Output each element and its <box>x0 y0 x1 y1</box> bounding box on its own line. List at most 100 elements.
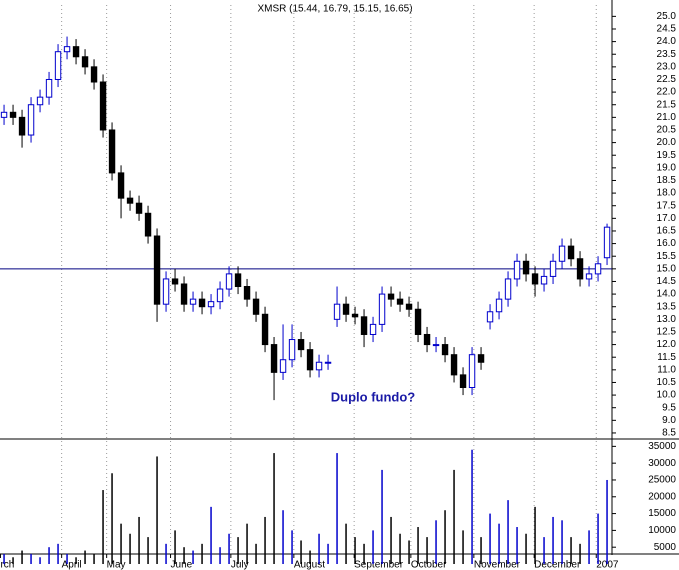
y-tick-label: 10.5 <box>657 377 677 388</box>
y-tick-label: 20.0 <box>657 137 677 148</box>
volume-tick-label: 5000 <box>654 542 677 553</box>
candle-body <box>585 273 593 280</box>
y-tick-label: 20.5 <box>657 125 677 136</box>
candle-body <box>207 301 215 308</box>
annotation: Duplo fundo? <box>331 389 416 404</box>
candle-body <box>18 116 26 136</box>
candle-body <box>414 308 422 335</box>
candle-body <box>63 46 71 53</box>
volume-tick-label: 25000 <box>648 475 676 486</box>
candle-body <box>306 349 314 371</box>
x-tick-label: May <box>107 560 126 570</box>
y-tick-label: 22.5 <box>657 74 677 85</box>
y-tick-label: 17.0 <box>657 213 677 224</box>
candle-body <box>486 311 494 323</box>
candle-body <box>423 333 431 346</box>
candle-body <box>369 323 377 335</box>
candle-body <box>378 293 386 325</box>
y-tick-label: 15.5 <box>657 251 677 262</box>
y-tick-label: 14.5 <box>657 276 677 287</box>
chart-title: XMSR (15.44, 16.79, 15.15, 16.65) <box>257 4 412 15</box>
volume-tick-label: 15000 <box>648 508 676 519</box>
candle-body <box>99 81 107 131</box>
candle-body <box>387 293 395 300</box>
candle-body <box>0 111 8 118</box>
candle-body <box>243 286 251 300</box>
x-tick-label: 2007 <box>596 560 619 570</box>
y-tick-label: 10.0 <box>657 390 677 401</box>
candle-body <box>225 273 233 290</box>
x-tick-label: September <box>354 560 404 570</box>
y-tick-label: 16.5 <box>657 226 677 237</box>
x-tick-label: August <box>294 560 325 570</box>
candle-body <box>342 303 350 315</box>
candle-body <box>9 111 17 118</box>
candle-body <box>171 278 179 285</box>
candle-body <box>405 303 413 310</box>
y-tick-label: 13.0 <box>657 314 677 325</box>
candle-body <box>36 96 44 106</box>
candle-body <box>513 260 521 280</box>
candle-body <box>360 316 368 335</box>
y-tick-label: 13.5 <box>657 301 677 312</box>
candle-body <box>288 339 296 361</box>
candle-body <box>162 278 170 305</box>
candle-body <box>459 374 467 389</box>
candle-body <box>450 354 458 376</box>
candle-body <box>558 245 566 262</box>
candle-body <box>504 278 512 300</box>
candle-body <box>54 51 62 80</box>
candle-body <box>495 298 503 313</box>
candle-body <box>108 129 116 174</box>
volume-tick-label: 35000 <box>648 441 676 452</box>
volume-tick-label: 20000 <box>648 491 676 502</box>
candle-body <box>396 298 404 305</box>
x-tick-label: rch <box>0 560 14 570</box>
y-tick-label: 14.0 <box>657 289 677 300</box>
candle-body <box>540 275 548 285</box>
y-tick-label: 24.5 <box>657 24 677 35</box>
y-tick-label: 25.0 <box>657 11 677 22</box>
candle-body <box>261 313 269 346</box>
y-tick-label: 24.0 <box>657 36 677 47</box>
candle-body <box>549 260 557 277</box>
candle-body <box>252 298 260 315</box>
candle-body <box>279 359 287 373</box>
candle-body <box>594 263 602 275</box>
candle-body <box>297 339 305 351</box>
candle-body <box>270 344 278 373</box>
x-tick-label: November <box>474 560 521 570</box>
y-tick-label: 18.0 <box>657 188 677 199</box>
candle-body <box>567 245 575 260</box>
candle-body <box>117 172 125 199</box>
y-tick-label: 12.5 <box>657 327 677 338</box>
candle-body <box>153 235 161 305</box>
candle-body <box>90 66 98 83</box>
candle-body <box>144 212 152 237</box>
y-tick-label: 23.5 <box>657 49 677 60</box>
candle-body <box>180 283 188 305</box>
x-tick-label: December <box>534 560 581 570</box>
y-tick-label: 19.0 <box>657 162 677 173</box>
candle-body <box>198 298 206 308</box>
candle-body <box>315 361 323 371</box>
y-tick-label: 22.0 <box>657 87 677 98</box>
candle-body <box>351 313 359 318</box>
candle-body <box>189 298 197 305</box>
volume-tick-label: 10000 <box>648 525 676 536</box>
y-tick-label: 11.5 <box>657 352 676 363</box>
candle-body <box>81 56 89 68</box>
candle-body <box>234 273 242 288</box>
volume-tick-label: 30000 <box>648 458 676 469</box>
candle-body <box>531 273 539 285</box>
candle-body <box>441 344 449 356</box>
y-tick-label: 21.0 <box>657 112 677 123</box>
y-tick-label: 15.0 <box>657 263 677 274</box>
y-tick-label: 12.0 <box>657 339 677 350</box>
candle-body <box>576 258 584 280</box>
candle-body <box>27 104 35 136</box>
x-tick-label: July <box>231 560 249 570</box>
candle-body <box>324 361 332 364</box>
